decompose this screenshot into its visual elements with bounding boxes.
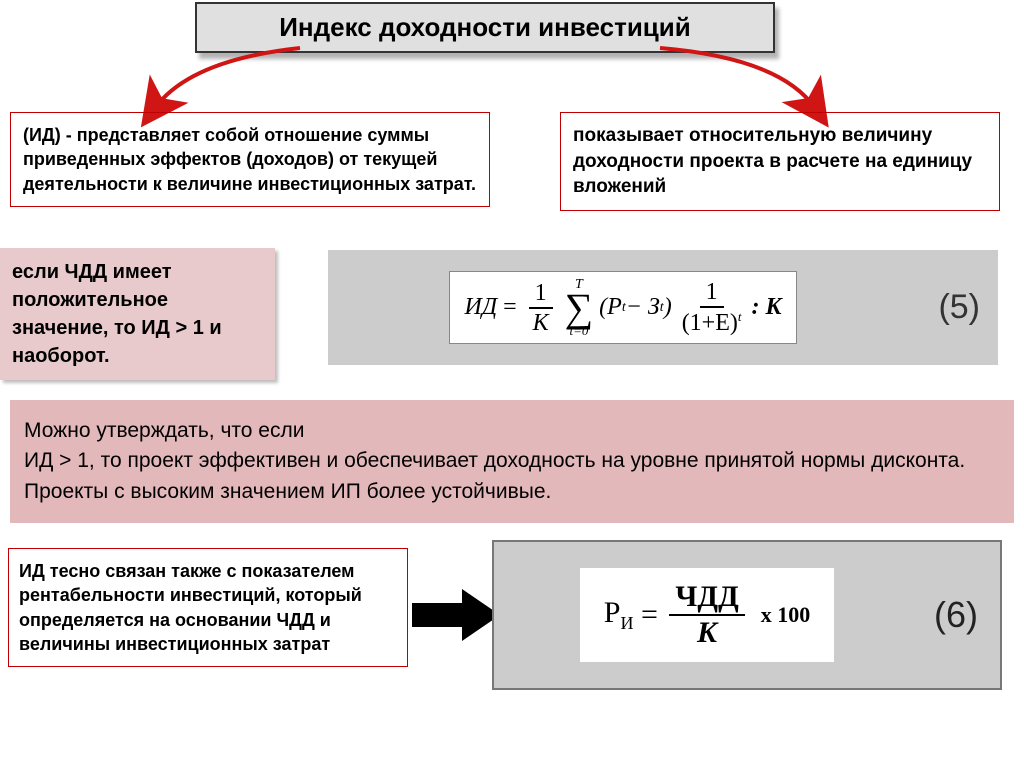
assertion-line2: ИД > 1, то проект эффективен и обеспечив… (24, 449, 965, 502)
page-title: Индекс доходности инвестиций (195, 2, 775, 53)
f5-paren-open: (P (599, 294, 622, 321)
formula-6: РИ = ЧДД K x 100 (580, 568, 834, 662)
formula-6-box: РИ = ЧДД K x 100 (6) (492, 540, 1002, 690)
f5-frac2-den-sup: t (738, 309, 742, 324)
assertion-box: Можно утверждать, что если ИД > 1, то пр… (10, 400, 1014, 523)
f5-tail: : K (752, 294, 782, 321)
f6-eq: = (633, 598, 665, 632)
f5-sigma: T ∑ t=0 (565, 278, 594, 337)
f5-frac2-den-base: (1+E) (682, 310, 738, 336)
f5-frac1-den: K (527, 309, 555, 335)
condition-note: если ЧДД имеет положительное значение, т… (0, 248, 275, 380)
f6-frac-den: K (691, 616, 723, 648)
formula-5-box: ИД = 1 K T ∑ t=0 (Pt − Зt) 1 (1+E)t : K … (328, 250, 998, 365)
f6-lhs: РИ (604, 596, 634, 634)
definition-left-box: (ИД) - представляет собой отношение сумм… (10, 112, 490, 207)
f5-sigma-bot: t=0 (569, 324, 588, 337)
formula-5-number: (5) (938, 288, 980, 327)
right-arrow-icon (412, 585, 502, 645)
definition-right-box: показывает относительную величину доходн… (560, 112, 1000, 211)
f5-frac2-den: (1+E)t (676, 308, 748, 335)
f5-lhs: ИД (464, 294, 497, 321)
f5-frac2: 1 (1+E)t (676, 280, 748, 335)
f5-frac1-num: 1 (529, 281, 553, 309)
formula-5: ИД = 1 K T ∑ t=0 (Pt − Зt) 1 (1+E)t : K (449, 271, 796, 344)
sigma-symbol: ∑ (565, 292, 594, 324)
f5-paren-close: ) (664, 294, 672, 321)
f6-tail: x 100 (761, 602, 811, 628)
assertion-line1: Можно утверждать, что если (24, 419, 304, 442)
formula-6-number: (6) (934, 594, 978, 636)
f6-frac-num: ЧДД (669, 582, 744, 616)
f6-lhs-sub: И (620, 613, 633, 633)
f5-frac2-num: 1 (700, 280, 724, 308)
f6-lhs-main: Р (604, 596, 621, 629)
f5-frac1: 1 K (527, 281, 555, 335)
f6-frac: ЧДД K (669, 582, 744, 648)
profitability-note: ИД тесно связан также с показателем рент… (8, 548, 408, 667)
f5-minus: − З (626, 294, 660, 321)
f5-eq: = (497, 294, 523, 321)
